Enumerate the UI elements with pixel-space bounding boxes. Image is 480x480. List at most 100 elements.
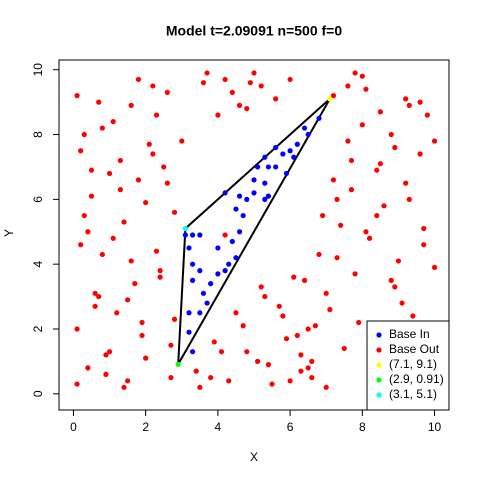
- point: [251, 190, 257, 196]
- point: [164, 180, 170, 186]
- point: [208, 374, 214, 381]
- point: [74, 326, 80, 332]
- point: [366, 235, 373, 241]
- point: [236, 229, 243, 235]
- x-tick-label: 0: [70, 420, 77, 434]
- point: [316, 115, 322, 121]
- y-tick-label: 10: [31, 63, 45, 77]
- point: [359, 73, 365, 79]
- point: [179, 138, 185, 144]
- point: [262, 293, 268, 300]
- point: [157, 268, 163, 274]
- point: [200, 80, 207, 86]
- point: [78, 148, 84, 154]
- point: [312, 323, 318, 329]
- point: [258, 83, 264, 89]
- y-tick-label: 6: [31, 196, 45, 203]
- point: [327, 96, 333, 102]
- point: [374, 167, 380, 173]
- point: [291, 154, 297, 160]
- point: [323, 290, 329, 296]
- point: [215, 245, 221, 251]
- point: [334, 255, 340, 261]
- point: [392, 144, 398, 151]
- point: [182, 225, 188, 232]
- point: [273, 96, 279, 102]
- point: [417, 151, 423, 157]
- point: [190, 261, 196, 267]
- point: [110, 235, 116, 241]
- point: [381, 203, 387, 209]
- point: [78, 242, 84, 248]
- point: [395, 258, 402, 264]
- point: [431, 264, 438, 271]
- y-tick-label: 2: [31, 325, 45, 332]
- point: [283, 170, 290, 177]
- point: [190, 277, 196, 283]
- y-axis-label: Y: [2, 229, 16, 237]
- point: [204, 70, 210, 76]
- point: [392, 284, 398, 290]
- point: [348, 187, 355, 193]
- x-tick-label: 8: [359, 420, 366, 434]
- point: [323, 384, 329, 390]
- point: [236, 193, 243, 199]
- point: [222, 232, 228, 238]
- point: [287, 76, 293, 83]
- y-tick-label: 4: [31, 261, 45, 268]
- point: [236, 102, 243, 108]
- legend-label: (3.1, 5.1): [389, 387, 437, 401]
- point: [153, 112, 160, 118]
- point: [74, 381, 80, 387]
- point: [96, 293, 102, 300]
- point: [233, 255, 239, 261]
- point: [208, 281, 214, 287]
- point: [88, 193, 95, 199]
- point: [74, 93, 80, 99]
- point: [431, 138, 438, 144]
- point: [200, 290, 207, 296]
- chart-title: Model t=2.09091 n=500 f=0: [166, 23, 342, 39]
- point: [143, 199, 149, 206]
- point: [301, 277, 308, 283]
- point: [114, 310, 120, 316]
- legend-marker: [376, 377, 382, 383]
- point: [359, 122, 365, 128]
- point: [280, 313, 286, 319]
- point: [244, 106, 250, 112]
- point: [262, 180, 268, 186]
- legend-label: (7.1, 9.1): [389, 357, 437, 371]
- point: [103, 352, 109, 358]
- point: [85, 229, 91, 235]
- point: [298, 368, 304, 374]
- point: [103, 371, 109, 377]
- point: [410, 313, 416, 319]
- point: [143, 355, 149, 361]
- point: [251, 177, 257, 183]
- point: [273, 164, 279, 170]
- point: [218, 349, 225, 355]
- point: [125, 297, 131, 303]
- point: [117, 187, 123, 193]
- point: [320, 212, 326, 219]
- point: [222, 190, 228, 196]
- point: [99, 125, 105, 131]
- point: [255, 164, 261, 170]
- point: [186, 329, 192, 335]
- point: [247, 80, 253, 86]
- point: [338, 222, 344, 228]
- point: [128, 258, 134, 264]
- point: [262, 154, 268, 160]
- point: [157, 274, 163, 280]
- point: [150, 83, 156, 89]
- point: [146, 141, 152, 147]
- legend-marker: [376, 392, 382, 398]
- point: [186, 310, 192, 316]
- point: [334, 196, 340, 202]
- point: [403, 180, 409, 186]
- point: [265, 362, 272, 368]
- point: [121, 384, 127, 390]
- point: [251, 70, 257, 76]
- point: [233, 310, 239, 316]
- point: [110, 118, 116, 125]
